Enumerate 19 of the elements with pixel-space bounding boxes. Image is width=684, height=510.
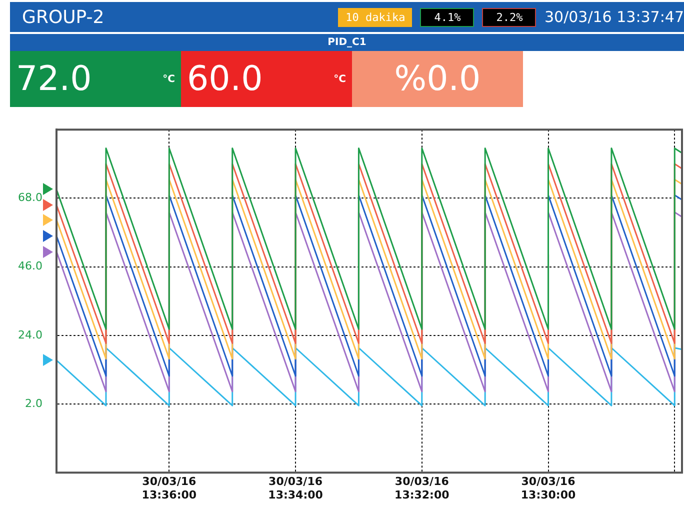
x-tick-label: 30/03/16 13:34:00 bbox=[268, 475, 324, 502]
x-tick-label: 30/03/16 13:36:00 bbox=[142, 475, 197, 502]
text: 10 dakika bbox=[338, 8, 412, 26]
text: 72.0 bbox=[16, 59, 92, 99]
text: %0.0 bbox=[394, 59, 481, 99]
y-tick-label: 68.0 bbox=[18, 191, 42, 204]
text: °C bbox=[334, 74, 346, 84]
y-tick-label: 46.0 bbox=[18, 260, 42, 273]
text: 4.1% bbox=[420, 8, 474, 26]
x-tick-label: 30/03/16 13:30:00 bbox=[520, 475, 576, 502]
text: 60.0 bbox=[187, 59, 263, 99]
x-tick-label: 30/03/16 13:32:00 bbox=[394, 475, 450, 502]
text: °C bbox=[162, 74, 175, 84]
chart-subtitle: PID_C1 bbox=[10, 34, 684, 51]
y-tick-label: 24.0 bbox=[18, 328, 42, 342]
chart-title: GROUP-2 bbox=[22, 6, 106, 28]
y-tick-label: 2.0 bbox=[24, 396, 42, 410]
text: 2.2% bbox=[482, 8, 536, 26]
text: 30/03/16 13:37:47 bbox=[544, 8, 684, 26]
